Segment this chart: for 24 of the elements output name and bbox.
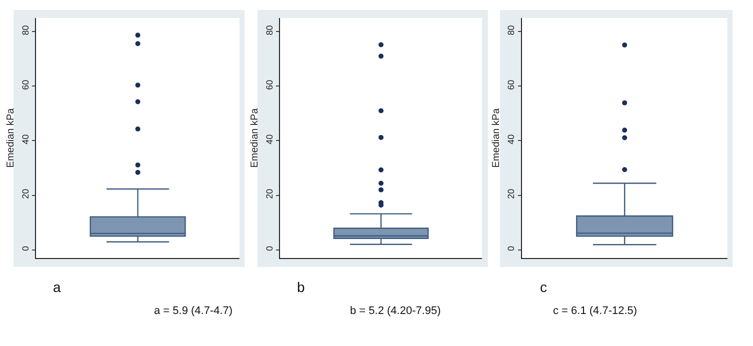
y-tick-label: 20	[264, 188, 275, 199]
y-tick-label: 60	[20, 80, 31, 90]
text: b = 5.2 (4.20-7.95)	[350, 305, 441, 317]
y-tick-label: 20	[506, 188, 516, 199]
y-tick-label: 80	[506, 25, 516, 36]
y-tick-label: 20	[20, 188, 31, 199]
text: b	[297, 279, 305, 295]
text: a = 5.9 (4.7-4.7)	[154, 305, 233, 317]
y-tick-label: 0	[264, 246, 275, 251]
y-tick-label: 80	[264, 25, 275, 36]
y-tick-label: 80	[20, 25, 31, 36]
y-axis-title: Emedian kPa	[491, 108, 502, 168]
y-tick-label: 60	[264, 80, 275, 90]
text: c	[540, 279, 547, 295]
text: c = 6.1 (4.7-12.5)	[553, 305, 638, 317]
y-tick-label: 40	[264, 134, 275, 144]
y-axis-title: Emedian kPa	[250, 108, 261, 168]
y-tick-label: 0	[20, 246, 31, 251]
text: a	[53, 279, 61, 295]
y-tick-label: 40	[506, 134, 516, 144]
y-axis-title: Emedian kPa	[6, 108, 17, 168]
y-tick-label: 0	[506, 246, 516, 251]
y-tick-label: 60	[506, 80, 516, 90]
y-tick-label: 40	[20, 134, 31, 144]
